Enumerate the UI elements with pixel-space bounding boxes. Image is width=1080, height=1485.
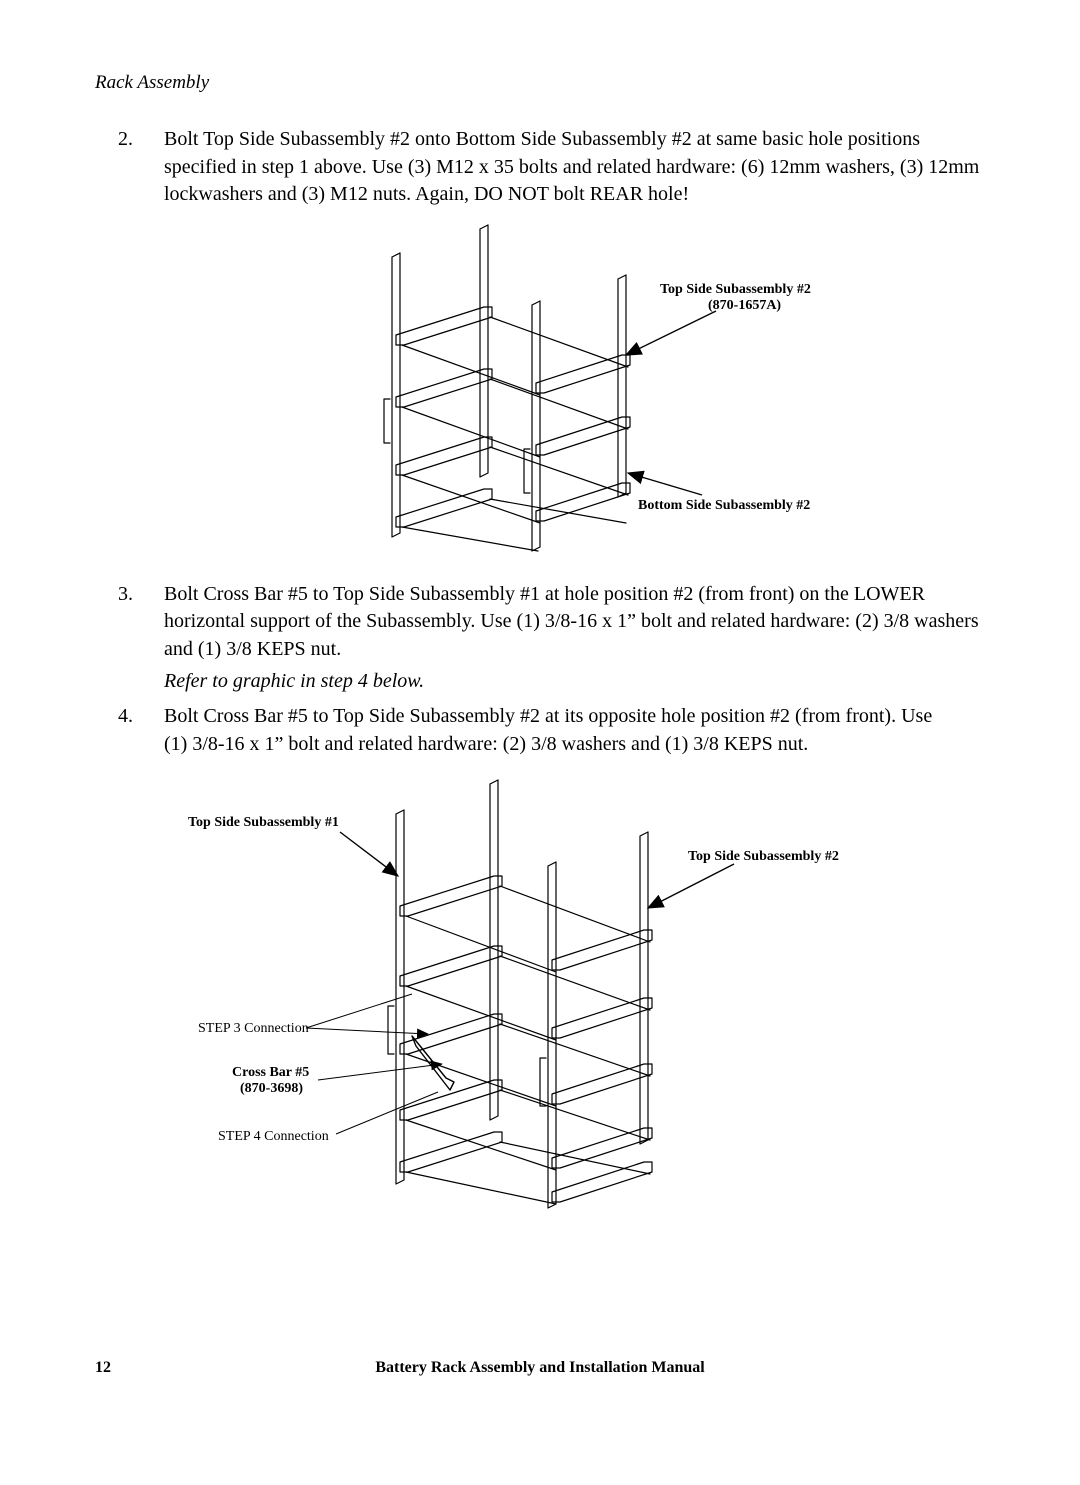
step-4: 4. Bolt Cross Bar #5 to Top Side Subasse… xyxy=(140,703,980,758)
fig2-label-step3: STEP 3 Connection xyxy=(198,1021,309,1036)
step-2: 2. Bolt Top Side Subassembly #2 onto Bot… xyxy=(140,126,980,209)
page-content: 2. Bolt Top Side Subassembly #2 onto Bot… xyxy=(140,126,980,1226)
section-header: Rack Assembly xyxy=(95,72,209,94)
step-note: Refer to graphic in step 4 below. xyxy=(164,668,980,696)
fig2-label-step4: STEP 4 Connection xyxy=(218,1129,329,1144)
step-3: 3. Bolt Cross Bar #5 to Top Side Subasse… xyxy=(140,581,980,695)
step-number: 4. xyxy=(118,703,133,731)
fig2-label-top1: Top Side Subassembly #1 xyxy=(188,815,339,830)
step-number: 2. xyxy=(118,126,133,154)
step-number: 3. xyxy=(118,581,133,609)
fig1-label-top-line1: Top Side Subassembly #2 xyxy=(660,282,811,297)
fig1-label-bottom: Bottom Side Subassembly #2 xyxy=(638,498,810,513)
figure-step-2: Top Side Subassembly #2 (870-1657A) Bott… xyxy=(140,217,980,577)
figure-step-4: Top Side Subassembly #1 Top Side Subasse… xyxy=(140,766,980,1226)
step-text: Bolt Cross Bar #5 to Top Side Subassembl… xyxy=(164,705,932,755)
step-text: Bolt Top Side Subassembly #2 onto Bottom… xyxy=(164,128,979,205)
fig1-label-top-line2: (870-1657A) xyxy=(708,298,781,313)
step-text: Bolt Cross Bar #5 to Top Side Subassembl… xyxy=(164,583,979,660)
fig2-label-cross-l1: Cross Bar #5 xyxy=(232,1065,309,1080)
manual-page: Rack Assembly 2. Bolt Top Side Subassemb… xyxy=(0,0,1080,1485)
fig2-label-cross-l2: (870-3698) xyxy=(240,1081,303,1096)
fig2-label-top2: Top Side Subassembly #2 xyxy=(688,849,839,864)
footer-manual-title: Battery Rack Assembly and Installation M… xyxy=(0,1359,1080,1377)
